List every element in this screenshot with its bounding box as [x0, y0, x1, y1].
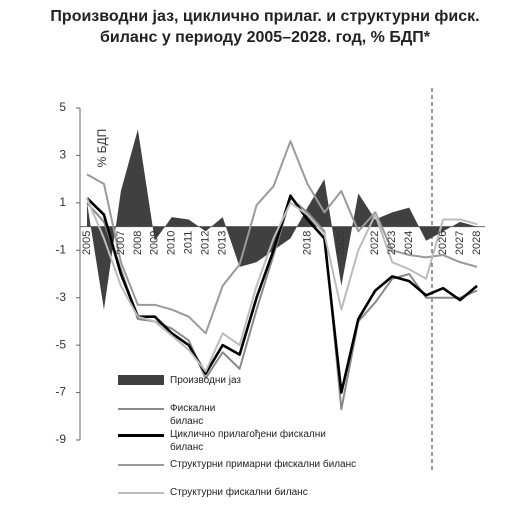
legend-entry: Структурни фискални биланс	[118, 486, 370, 499]
legend-label: Циклично прилагођени фискални биланс	[170, 429, 326, 453]
y-tick-label: 1	[59, 195, 66, 209]
legend-label: Фискални биланс	[170, 403, 216, 427]
output-gap-area	[87, 129, 477, 310]
x-tick-label: 2018	[301, 231, 313, 255]
legend-key	[118, 434, 164, 437]
legend-key	[118, 492, 164, 494]
x-tick-label: 2012	[200, 231, 212, 255]
x-tick-label: 2009	[149, 231, 161, 255]
y-tick-label: 5	[59, 100, 66, 114]
x-tick-label: 2028	[471, 231, 483, 255]
x-tick-label: 2026	[437, 231, 449, 255]
legend-key	[118, 408, 164, 410]
x-tick-label: 2020	[335, 231, 347, 255]
x-tick-label: 2008	[132, 231, 144, 255]
series-line	[86, 194, 478, 394]
series-line	[86, 197, 478, 373]
legend-label: Структурни примарни фискални биланс	[170, 459, 357, 470]
x-tick-label: 2005	[81, 231, 93, 255]
legend-key	[118, 464, 164, 466]
legend-label: Производни јаз	[170, 375, 242, 386]
y-tick-label: -7	[55, 385, 66, 399]
legend-label: Структурни фискални биланс	[170, 487, 308, 498]
x-tick-label: 2010	[166, 231, 178, 255]
y-tick-label: -1	[55, 242, 66, 256]
series-line	[86, 140, 478, 335]
legend-entry: Производни јаз	[118, 374, 370, 387]
y-axis-label: % БДП	[95, 129, 109, 168]
x-tick-label: 2023	[386, 231, 398, 255]
y-tick-label: 3	[59, 148, 66, 162]
x-tick-label: 2024	[403, 231, 415, 255]
legend-entry: Циклично прилагођени фискални биланс	[118, 428, 360, 454]
x-tick-label: 2022	[369, 231, 381, 255]
legend-key	[118, 375, 164, 385]
y-tick-label: -3	[55, 290, 66, 304]
x-tick-label: 2007	[115, 231, 127, 255]
y-tick-label: -9	[55, 432, 66, 446]
x-tick-label: 2011	[183, 231, 195, 255]
legend-entry: Фискални биланс	[118, 402, 230, 428]
legend-entry: Структурни примарни фискални биланс	[118, 458, 370, 471]
x-tick-label: 2027	[454, 231, 466, 255]
y-tick-label: -5	[55, 337, 66, 351]
x-tick-label: 2013	[217, 231, 229, 255]
chart-title: Производни јаз, циклично прилаг. и струк…	[50, 8, 480, 46]
